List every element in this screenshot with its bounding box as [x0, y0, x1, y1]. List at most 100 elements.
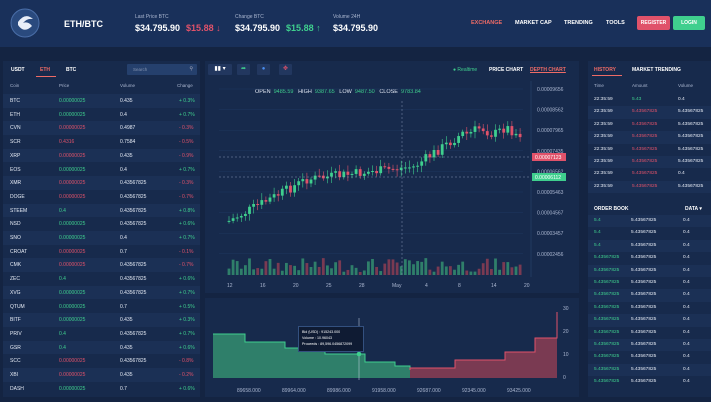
volume-bar: [239, 268, 243, 275]
candle-body: [403, 167, 407, 169]
coin-name: XVG: [10, 289, 21, 296]
orderbook-row[interactable]: 5.43567825 5.43567825 0.4: [588, 339, 711, 352]
market-row[interactable]: XMR 0.00000025 0.43567825 - 0.3%: [3, 176, 200, 190]
orderbook-row[interactable]: 5.43567825 5.43567825 0.4: [588, 351, 711, 363]
candle-body: [280, 188, 284, 196]
orderbook-amount: 5.43567825: [631, 317, 657, 323]
market-row[interactable]: ETH 0.00000025 0.4 + 0.7%: [3, 108, 200, 122]
market-row[interactable]: EOS 0.00000025 0.4 + 0.7%: [3, 163, 200, 177]
market-row[interactable]: SNO 0.00000025 0.4 + 0.7%: [3, 231, 200, 245]
volume-bar: [481, 263, 485, 275]
coin-volume: 0.43567825: [120, 330, 147, 337]
market-row[interactable]: BTC 0.00000025 0.435 + 0.3%: [3, 94, 200, 108]
candle-body: [510, 126, 514, 136]
market-row[interactable]: CVN 0.00000025 0.4987 - 0.3%: [3, 121, 200, 136]
candle-body: [309, 179, 313, 184]
market-row[interactable]: XBI 0.00000025 0.435 - 0.2%: [3, 368, 200, 382]
orderbook-row[interactable]: 5.43567825 5.43567825 0.4: [588, 264, 711, 277]
orderbook-total: 0.4: [683, 304, 690, 310]
orderbook-row[interactable]: 5.43567825 5.43567825 0.4: [588, 252, 711, 264]
market-row[interactable]: NSD 0.00000025 0.43567825 + 0.6%: [3, 217, 200, 231]
coin-name: ETH: [10, 111, 20, 118]
ask-area: [410, 312, 557, 378]
orderbook-row[interactable]: 5.43567825 5.43567825 0.4: [588, 314, 711, 327]
stat-change: $15.88 ↑: [286, 23, 321, 33]
stat-last-price: Last Price BTC $34.795.90 $15.88 ↓: [135, 14, 221, 33]
market-row[interactable]: STEEM 0.4 0.43567825 + 0.8%: [3, 203, 200, 218]
fullscreen-icon[interactable]: ✥: [279, 64, 292, 75]
market-row[interactable]: GSR 0.4 0.435 + 0.6%: [3, 340, 200, 355]
market-row[interactable]: ZEC 0.4 0.43567825 + 0.6%: [3, 272, 200, 286]
market-row[interactable]: XRP 0.00000025 0.435 - 0.9%: [3, 148, 200, 163]
market-row[interactable]: SCC 0.00000025 0.43567825 - 0.8%: [3, 354, 200, 368]
coin-volume: 0.43567825: [120, 276, 147, 283]
coin-price: 0.00000025: [59, 317, 86, 324]
orderbook-row[interactable]: 5.4 5.43567825 0.4: [588, 215, 711, 228]
volume-bar: [506, 262, 510, 275]
chevron-down-icon: ▾: [699, 206, 702, 212]
history-row: 22:35:59 5.43567825 5.43567825: [588, 180, 711, 194]
candle-body: [399, 167, 403, 171]
ohlc-close: 9783.84: [400, 89, 421, 95]
nav-exchange[interactable]: EXCHANGE: [471, 20, 503, 26]
depth-chart[interactable]: 30 20 10 0 89658.000 89964.000 89986.000 91958.…: [205, 298, 579, 397]
bid-area: [213, 334, 410, 378]
tab-price-chart[interactable]: PRICE CHART: [489, 67, 524, 73]
settings-icon[interactable]: ●: [257, 64, 270, 75]
nav-market-cap[interactable]: MARKET CAP: [515, 20, 552, 26]
depth-y-label: 30: [563, 306, 569, 312]
orderbook-row[interactable]: 5.43567825 5.43567825 0.4: [588, 277, 711, 289]
login-button[interactable]: LOGIN: [673, 16, 705, 30]
register-button[interactable]: REGISTER: [637, 16, 670, 30]
market-row[interactable]: QTUM 0.00000025 0.7 + 0.5%: [3, 300, 200, 314]
market-row[interactable]: XVG 0.00000025 0.43567825 + 0.7%: [3, 285, 200, 300]
candlestick-chart[interactable]: 0.00009656 0.00008562 0.00007965 0.00007435…: [205, 61, 579, 293]
candle-body: [248, 206, 251, 214]
candle-type-dropdown[interactable]: ▮▮ ▾: [208, 64, 232, 75]
market-row[interactable]: DASH 0.00000025 0.7 + 0.6%: [3, 382, 200, 396]
orderbook-amount: 5.43567825: [631, 255, 657, 261]
share-icon[interactable]: ➦: [237, 64, 250, 75]
market-row[interactable]: PRIV 0.4 0.43567825 + 0.7%: [3, 327, 200, 341]
tab-history[interactable]: HISTORY: [594, 67, 616, 73]
orderbook-row[interactable]: 5.43567825 5.43567825 0.4: [588, 376, 711, 388]
volume-bar: [293, 265, 296, 275]
orderbook-row[interactable]: 5.4 5.43567825 0.4: [588, 239, 711, 253]
orderbook-row[interactable]: 5.43567825 5.43567825 0.4: [588, 363, 711, 377]
coin-name: BITF: [10, 317, 21, 324]
tab-usdt[interactable]: USDT: [11, 67, 25, 73]
coin-price: 0.4: [59, 276, 66, 283]
orderbook-row[interactable]: 5.43567825 5.43567825 0.4: [588, 289, 711, 302]
market-row[interactable]: CMK 0.00000025 0.43567825 - 0.7%: [3, 258, 200, 273]
tab-market-trending[interactable]: MARKET TRENDING: [632, 67, 681, 73]
tab-eth[interactable]: ETH: [40, 67, 50, 73]
tab-depth-chart[interactable]: DEPTH CHART: [530, 67, 566, 73]
search-icon: ⚲: [189, 66, 193, 72]
data-dropdown[interactable]: DATA ▾: [685, 206, 702, 212]
history-volume: 5.43567825: [678, 109, 704, 115]
orderbook-price: 5.4: [594, 218, 601, 223]
market-row[interactable]: CROAT 0.00000025 0.7 - 0.1%: [3, 245, 200, 259]
orderbook-row[interactable]: 5.43567825 5.43567825 0.4: [588, 327, 711, 339]
market-row[interactable]: DOGE 0.00000025 0.43567825 - 0.7%: [3, 190, 200, 204]
depth-y-label: 20: [563, 329, 569, 335]
market-row[interactable]: SCR 0.4316 0.7584 - 0.5%: [3, 135, 200, 149]
candle-body: [485, 131, 489, 136]
search-input[interactable]: Search ⚲: [127, 64, 197, 75]
candle-body: [408, 167, 411, 169]
orderbook-amount: 5.43567825: [631, 267, 657, 273]
volume-bar: [465, 270, 469, 275]
volume-bar: [326, 265, 329, 275]
orderbook-row[interactable]: 5.43567825 5.43567825 0.4: [588, 302, 711, 314]
logo-icon[interactable]: [10, 8, 40, 38]
tooltip-bid: Bid (USD) : 915243.000: [302, 330, 341, 334]
orderbook-row[interactable]: 5.4 5.43567825 0.4: [588, 227, 711, 239]
volume-bar: [321, 258, 325, 275]
coin-name: SCR: [10, 139, 21, 146]
orderbook-price: 5.43567825: [594, 292, 620, 298]
market-row[interactable]: BITF 0.00000025 0.435 + 0.3%: [3, 313, 200, 327]
nav-trending[interactable]: TRENDING: [564, 20, 593, 26]
volume-bar: [440, 261, 444, 275]
tab-btc[interactable]: BTC: [66, 67, 77, 73]
nav-tools[interactable]: TOOLS: [606, 20, 625, 26]
